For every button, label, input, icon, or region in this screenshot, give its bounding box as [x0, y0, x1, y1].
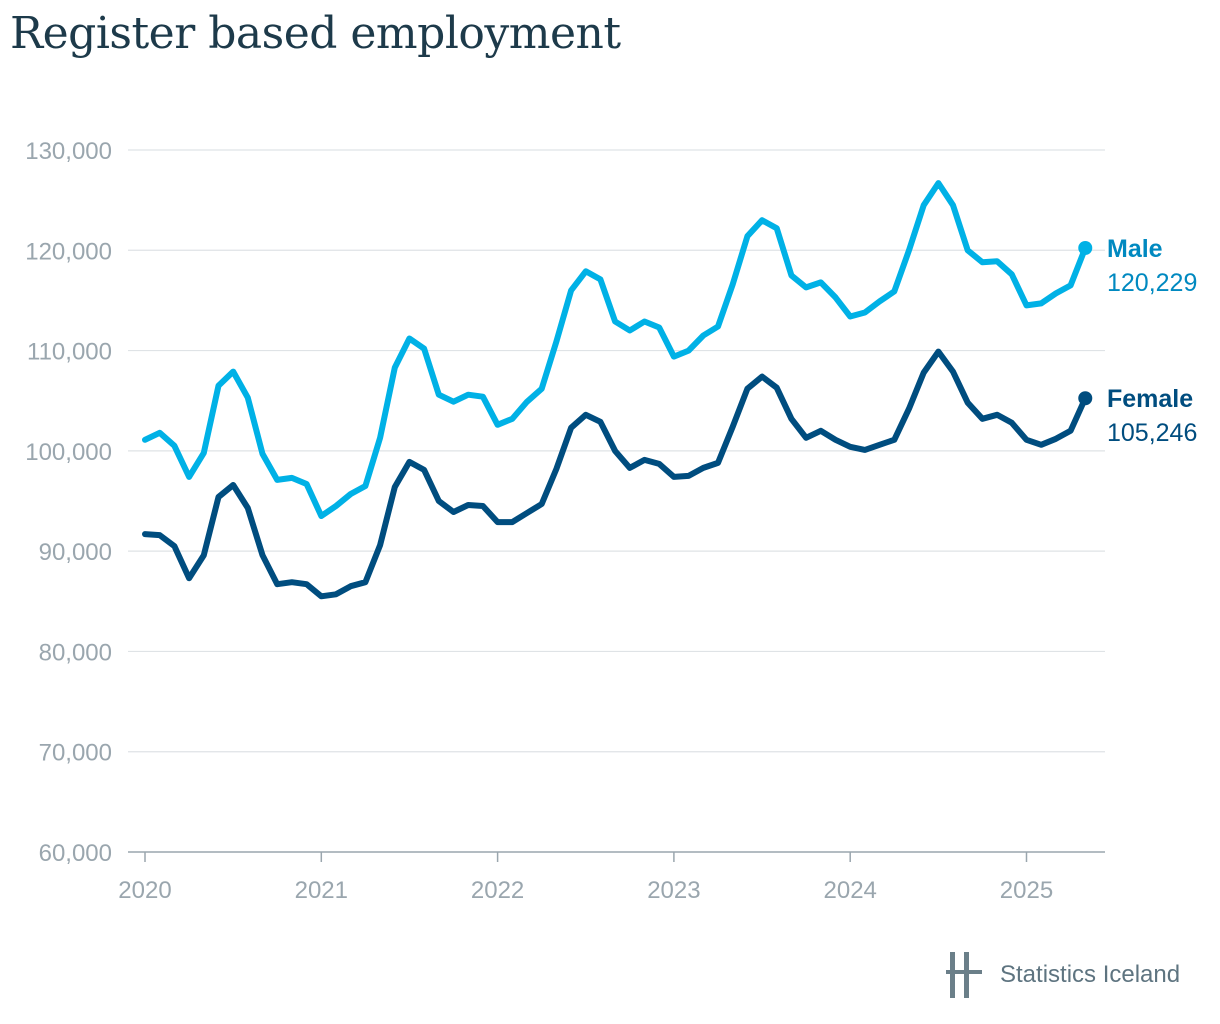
x-axis: 2020 2021 2022 2023 2024 2025 [118, 852, 1053, 904]
series-line-male [142, 180, 1089, 519]
end-point-male [1078, 240, 1093, 255]
y-tick-label: 60,000 [39, 840, 112, 867]
chart-title: Register based employment [10, 8, 621, 59]
series-end-value-female: 105,246 [1107, 419, 1197, 447]
footer-brand: Statistics Iceland [946, 950, 1180, 1000]
series-name-female: Female [1107, 385, 1193, 413]
y-tick-label: 110,000 [27, 339, 112, 366]
y-tick-label: 130,000 [25, 138, 112, 165]
statistics-iceland-logo-icon [946, 952, 982, 998]
x-tick-label: 2023 [647, 877, 700, 904]
x-tick-label: 2025 [1000, 877, 1053, 904]
y-tick-label: 80,000 [39, 639, 112, 666]
y-tick-label: 70,000 [39, 740, 112, 767]
end-labels: Male 120,229 Female 105,246 [1107, 235, 1197, 447]
x-tick-label: 2021 [295, 877, 348, 904]
series-lines [142, 180, 1093, 600]
y-axis-ticks: 60,000 70,000 80,000 90,000 100,000 110,000 12… [25, 138, 112, 867]
series-line-female [142, 348, 1089, 600]
y-tick-label: 100,000 [25, 439, 112, 466]
series-end-value-male: 120,229 [1107, 269, 1197, 297]
brand-name: Statistics Iceland [1000, 961, 1181, 988]
end-point-female [1078, 391, 1093, 406]
y-tick-label: 120,000 [25, 238, 112, 265]
x-tick-label: 2020 [118, 877, 171, 904]
x-tick-label: 2022 [471, 877, 524, 904]
y-tick-label: 90,000 [39, 539, 112, 566]
series-name-male: Male [1107, 235, 1163, 263]
x-tick-label: 2024 [824, 877, 877, 904]
grid-lines [128, 149, 1105, 853]
